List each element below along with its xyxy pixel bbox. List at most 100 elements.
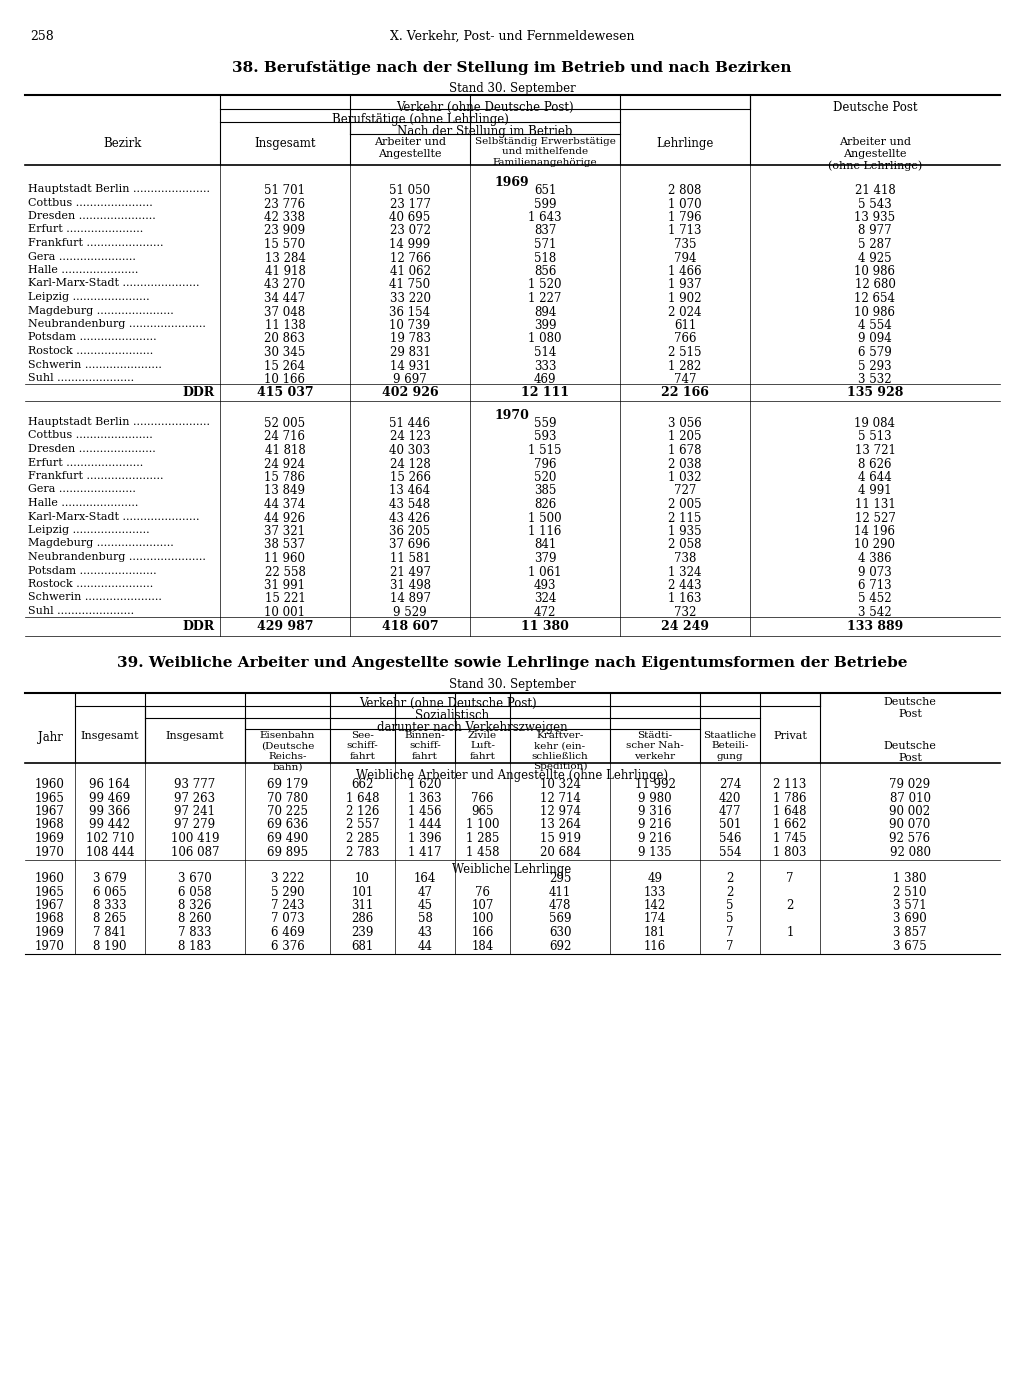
Text: 593: 593 [534, 431, 556, 443]
Text: Potsdam ......................: Potsdam ...................... [28, 332, 157, 343]
Text: Frankfurt ......................: Frankfurt ...................... [28, 238, 164, 248]
Text: Arbeiter und
Angestellte: Arbeiter und Angestellte [374, 136, 446, 158]
Text: 1960: 1960 [35, 778, 65, 790]
Text: 11 131: 11 131 [855, 498, 895, 511]
Text: 24 249: 24 249 [662, 620, 709, 632]
Text: 90 070: 90 070 [890, 818, 931, 832]
Text: 1 620: 1 620 [409, 778, 441, 790]
Text: 10 739: 10 739 [389, 319, 430, 332]
Text: 379: 379 [534, 552, 556, 565]
Text: 43 426: 43 426 [389, 511, 430, 525]
Text: 99 442: 99 442 [89, 818, 131, 832]
Text: 1 935: 1 935 [669, 525, 701, 538]
Text: 766: 766 [471, 792, 494, 804]
Text: 5 452: 5 452 [858, 592, 892, 606]
Text: 87 010: 87 010 [890, 792, 931, 804]
Text: 19 783: 19 783 [389, 332, 430, 346]
Text: 7 243: 7 243 [270, 899, 304, 912]
Text: 1: 1 [786, 925, 794, 939]
Text: 1 902: 1 902 [669, 292, 701, 304]
Text: 9 316: 9 316 [638, 806, 672, 818]
Text: 559: 559 [534, 417, 556, 430]
Text: 1 466: 1 466 [669, 264, 701, 278]
Text: 6 065: 6 065 [93, 885, 127, 899]
Text: 7: 7 [726, 939, 734, 953]
Text: 24 716: 24 716 [264, 431, 305, 443]
Text: 5 513: 5 513 [858, 431, 892, 443]
Text: Kraftver-
kehr (ein-
schließlich
Spedition): Kraftver- kehr (ein- schließlich Spediti… [531, 731, 589, 771]
Text: 1 032: 1 032 [669, 471, 701, 483]
Text: 133 889: 133 889 [847, 620, 903, 632]
Text: 20 684: 20 684 [540, 845, 581, 858]
Text: 599: 599 [534, 197, 556, 211]
Text: 662: 662 [351, 778, 374, 790]
Text: 100: 100 [471, 913, 494, 925]
Text: 493: 493 [534, 578, 556, 592]
Text: 9 529: 9 529 [393, 606, 427, 620]
Text: 166: 166 [471, 925, 494, 939]
Text: 102 710: 102 710 [86, 832, 134, 845]
Text: 418 607: 418 607 [382, 620, 438, 632]
Text: 2: 2 [726, 885, 733, 899]
Text: Nach der Stellung im Betrieb: Nach der Stellung im Betrieb [397, 125, 572, 138]
Text: 501: 501 [719, 818, 741, 832]
Text: 40 695: 40 695 [389, 211, 431, 224]
Text: 4 554: 4 554 [858, 319, 892, 332]
Text: 52 005: 52 005 [264, 417, 305, 430]
Text: Schwerin ......................: Schwerin ...................... [28, 359, 162, 369]
Text: 14 999: 14 999 [389, 238, 430, 251]
Text: Gera ......................: Gera ...................... [28, 252, 136, 262]
Text: 99 366: 99 366 [89, 806, 131, 818]
Text: Rostock ......................: Rostock ...................... [28, 346, 154, 357]
Text: 1 937: 1 937 [669, 278, 701, 292]
Text: 14 196: 14 196 [854, 525, 896, 538]
Text: 2 038: 2 038 [669, 457, 701, 471]
Text: 1965: 1965 [35, 885, 65, 899]
Text: 2 024: 2 024 [669, 306, 701, 318]
Text: 45: 45 [418, 899, 432, 912]
Text: 23 776: 23 776 [264, 197, 305, 211]
Text: 76: 76 [475, 885, 490, 899]
Text: 15 919: 15 919 [540, 832, 581, 845]
Text: Insgesamt: Insgesamt [166, 731, 224, 741]
Text: 37 696: 37 696 [389, 538, 431, 552]
Text: Leipzig ......................: Leipzig ...................... [28, 292, 150, 302]
Text: 47: 47 [418, 885, 432, 899]
Text: 3 857: 3 857 [893, 925, 927, 939]
Text: Arbeiter und
Angestellte
(ohne Lehrlinge): Arbeiter und Angestellte (ohne Lehrlinge… [827, 136, 923, 171]
Text: Suhl ......................: Suhl ...................... [28, 373, 134, 383]
Text: 51 050: 51 050 [389, 185, 430, 197]
Text: 1967: 1967 [35, 806, 65, 818]
Text: 164: 164 [414, 872, 436, 885]
Text: Rostock ......................: Rostock ...................... [28, 578, 154, 589]
Text: 3 532: 3 532 [858, 373, 892, 386]
Text: 15 264: 15 264 [264, 359, 305, 373]
Text: 411: 411 [549, 885, 571, 899]
Text: 41 918: 41 918 [264, 264, 305, 278]
Text: 1 515: 1 515 [528, 443, 562, 457]
Text: Lehrlinge: Lehrlinge [656, 136, 714, 150]
Text: 1 662: 1 662 [773, 818, 807, 832]
Text: 135 928: 135 928 [847, 387, 903, 399]
Text: 69 636: 69 636 [267, 818, 308, 832]
Text: 518: 518 [534, 252, 556, 264]
Text: 10 324: 10 324 [540, 778, 581, 790]
Text: 24 128: 24 128 [389, 457, 430, 471]
Text: 429 987: 429 987 [257, 620, 313, 632]
Text: 99 469: 99 469 [89, 792, 131, 804]
Text: 8 977: 8 977 [858, 224, 892, 237]
Text: 51 446: 51 446 [389, 417, 430, 430]
Text: 41 818: 41 818 [264, 443, 305, 457]
Text: 286: 286 [351, 913, 374, 925]
Text: 735: 735 [674, 238, 696, 251]
Text: 856: 856 [534, 264, 556, 278]
Text: 239: 239 [351, 925, 374, 939]
Text: 12 974: 12 974 [540, 806, 581, 818]
Text: 92 080: 92 080 [890, 845, 931, 858]
Text: 31 498: 31 498 [389, 578, 430, 592]
Text: 1 282: 1 282 [669, 359, 701, 373]
Text: 1 500: 1 500 [528, 511, 562, 525]
Text: 33 220: 33 220 [389, 292, 430, 304]
Text: 43 270: 43 270 [264, 278, 305, 292]
Text: 13 464: 13 464 [389, 485, 430, 497]
